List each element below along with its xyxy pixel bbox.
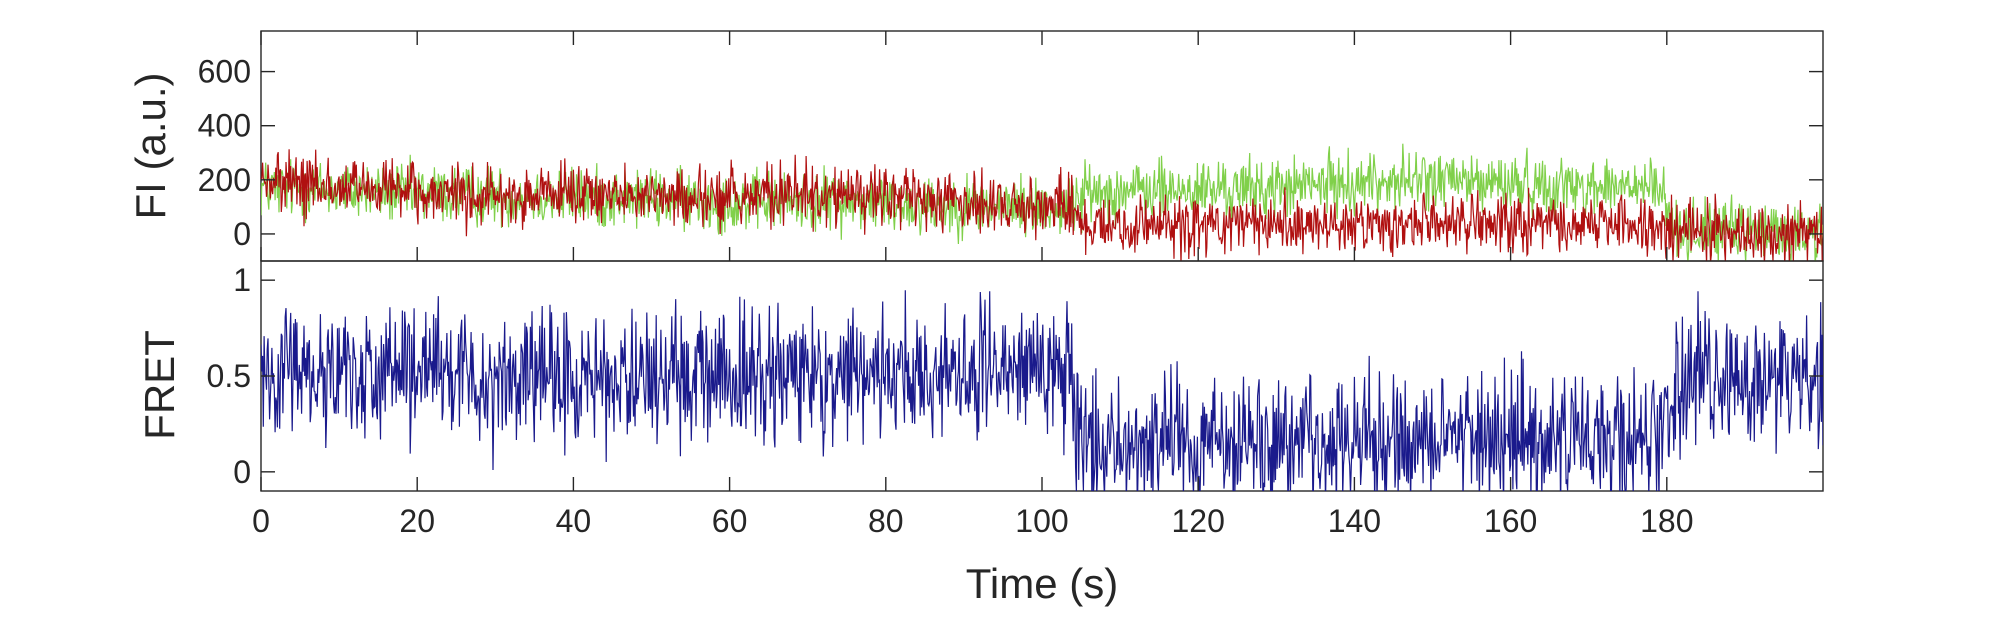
x-tick-label: 100 [1015,503,1068,539]
y-tick-label: 600 [198,54,251,90]
x-tick-label: 40 [556,503,592,539]
bottom-panel: 00.51 0 20 40 60 80 100 120 140 160 180 FRET Time… [136,31,1824,607]
acceptor-trace [261,149,1823,261]
bottom-y-ticks: 00.51 [207,262,1823,490]
y-tick-label: 0 [233,454,251,490]
bottom-y-axis-label: FRET [136,330,183,440]
y-tick-label: 400 [198,108,251,144]
x-axis-label: Time (s) [966,560,1118,607]
top-panel: 0 200 400 600 FI (a.u.) [127,30,1824,262]
bottom-traces [261,290,1823,491]
x-ticks: 0 20 40 60 80 100 120 140 160 180 [252,31,1693,539]
x-tick-label: 180 [1640,503,1693,539]
y-tick-label: 0.5 [207,358,251,394]
x-tick-label: 60 [712,503,748,539]
top-y-axis-label: FI (a.u.) [127,72,174,219]
x-tick-label: 140 [1328,503,1381,539]
y-tick-label: 200 [198,162,251,198]
x-tick-label: 160 [1484,503,1537,539]
x-tick-label: 20 [399,503,435,539]
y-tick-label: 1 [233,262,251,298]
x-tick-label: 0 [252,503,270,539]
x-tick-label: 80 [868,503,904,539]
x-tick-label: 120 [1172,503,1225,539]
top-y-ticks: 0 200 400 600 [198,54,1823,252]
fret-trace [261,290,1823,491]
y-tick-label: 0 [233,216,251,252]
top-traces [261,143,1823,261]
